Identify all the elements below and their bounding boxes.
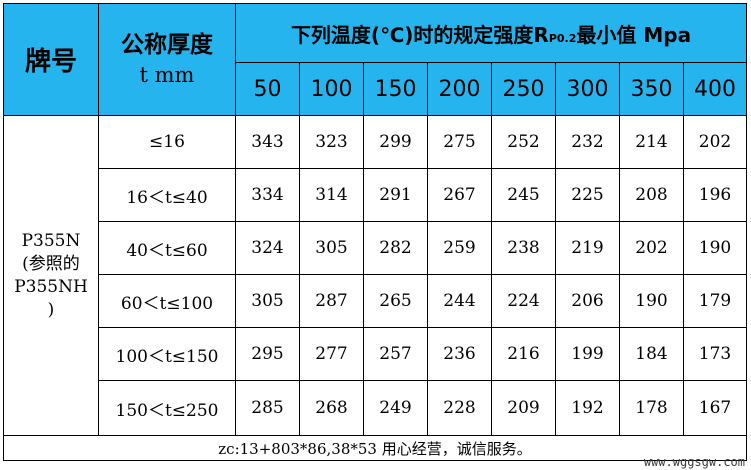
- header-row-1: 牌号 公称厚度 t mm 下列温度(℃)时的规定强度RP0.2最小值 Mpa: [3, 3, 748, 116]
- value-cell: 268: [299, 380, 364, 436]
- thickness-range: 60＜t≤100: [98, 274, 236, 328]
- grade-line: (参照的: [22, 253, 80, 274]
- value-cell: 192: [555, 380, 620, 436]
- value-cell: 257: [363, 327, 428, 381]
- value-cell: 224: [491, 274, 556, 328]
- strength-table: 牌号 公称厚度 t mm 下列温度(℃)时的规定强度RP0.2最小值 Mpa 5…: [2, 3, 748, 461]
- grade-line: ): [47, 299, 55, 320]
- thickness-header: 公称厚度 t mm: [98, 3, 236, 116]
- value-cell: 334: [235, 168, 300, 222]
- thickness-title: 公称厚度: [121, 31, 213, 58]
- value-cell: 228: [427, 380, 492, 436]
- value-cell: 208: [619, 168, 684, 222]
- value-cell: 299: [363, 115, 428, 169]
- value-cell: 244: [427, 274, 492, 328]
- grade-line: P355NH: [14, 276, 88, 297]
- value-cell: 314: [299, 168, 364, 222]
- temp-col-header: 100: [299, 62, 364, 116]
- grade-cell: P355N (参照的 P355NH ): [3, 115, 99, 436]
- value-cell: 285: [235, 380, 300, 436]
- temperature-title-subscript: P0.2: [548, 31, 577, 45]
- value-cell: 225: [555, 168, 620, 222]
- value-cell: 196: [682, 168, 748, 222]
- table-body: 牌号 公称厚度 t mm 下列温度(℃)时的规定强度RP0.2最小值 Mpa 5…: [2, 3, 748, 461]
- value-cell: 167: [682, 380, 748, 436]
- thickness-range: 150＜t≤250: [98, 380, 236, 436]
- value-cell: 190: [619, 274, 684, 328]
- table-row: 100＜t≤150 295 277 257 236 216 199 184 17…: [4, 327, 748, 381]
- value-cell: 216: [491, 327, 556, 381]
- table-row: P355N (参照的 P355NH ) ≤16 343 323 299 275 …: [3, 115, 748, 436]
- value-cell: 178: [619, 380, 684, 436]
- value-cell: 232: [555, 115, 620, 169]
- value-cell: 202: [682, 115, 748, 169]
- value-cell: 219: [555, 221, 620, 275]
- thickness-range: 40＜t≤60: [98, 221, 236, 275]
- grade-header: 牌号: [3, 3, 99, 116]
- temp-col-header: 350: [619, 62, 684, 116]
- value-cell: 214: [619, 115, 684, 169]
- value-cell: 173: [682, 327, 748, 381]
- value-cell: 238: [491, 221, 556, 275]
- table-row: 60＜t≤100 305 287 265 244 224 206 190 179: [4, 274, 748, 328]
- value-cell: 267: [427, 168, 492, 222]
- value-cell: 206: [555, 274, 620, 328]
- value-cell: 305: [235, 274, 300, 328]
- value-cell: 184: [619, 327, 684, 381]
- temp-col-header: 300: [555, 62, 620, 116]
- temperature-title-suffix: 最小值 Mpa: [576, 22, 692, 47]
- value-cell: 323: [299, 115, 364, 169]
- header-row-2: 50 100 150 200 250 300 350 400: [4, 62, 748, 116]
- value-cell: 324: [235, 221, 300, 275]
- value-cell: 282: [363, 221, 428, 275]
- temp-col-header: 400: [682, 62, 748, 116]
- value-cell: 275: [427, 115, 492, 169]
- temp-col-header: 200: [427, 62, 492, 116]
- thickness-range: 100＜t≤150: [98, 327, 236, 381]
- value-cell: 277: [299, 327, 364, 381]
- value-cell: 291: [363, 168, 428, 222]
- value-cell: 252: [491, 115, 556, 169]
- footer-row: zc:13+803*86,38*53 用心经营，诚信服务。: [2, 435, 748, 461]
- value-cell: 295: [235, 327, 300, 381]
- temp-col-header: 50: [235, 62, 300, 116]
- thickness-range: ≤16: [98, 115, 236, 169]
- value-cell: 249: [363, 380, 428, 436]
- temp-col-header: 150: [363, 62, 428, 116]
- value-cell: 209: [491, 380, 556, 436]
- value-cell: 265: [363, 274, 428, 328]
- thickness-range: 16＜t≤40: [98, 168, 236, 222]
- value-cell: 199: [555, 327, 620, 381]
- value-cell: 179: [682, 274, 748, 328]
- grade-line: P355N: [21, 230, 81, 251]
- value-cell: 343: [235, 115, 300, 169]
- temperature-header: 下列温度(℃)时的规定强度RP0.2最小值 Mpa: [234, 3, 748, 63]
- watermark: www.wggsgw.com: [643, 455, 745, 469]
- value-cell: 259: [427, 221, 492, 275]
- value-cell: 287: [299, 274, 364, 328]
- table-row: 40＜t≤60 324 305 282 259 238 219 202 190: [4, 221, 748, 275]
- value-cell: 190: [682, 221, 748, 275]
- footer-note: zc:13+803*86,38*53 用心经营，诚信服务。: [2, 435, 748, 461]
- value-cell: 245: [491, 168, 556, 222]
- temp-col-header: 250: [491, 62, 556, 116]
- value-cell: 236: [427, 327, 492, 381]
- table-row: 16＜t≤40 334 314 291 267 245 225 208 196: [4, 168, 748, 222]
- value-cell: 305: [299, 221, 364, 275]
- thickness-unit: t mm: [139, 62, 195, 87]
- table-row: 150＜t≤250 285 268 249 228 209 192 178 16…: [4, 380, 748, 436]
- temperature-title: 下列温度(℃)时的规定强度R: [290, 22, 549, 47]
- value-cell: 202: [619, 221, 684, 275]
